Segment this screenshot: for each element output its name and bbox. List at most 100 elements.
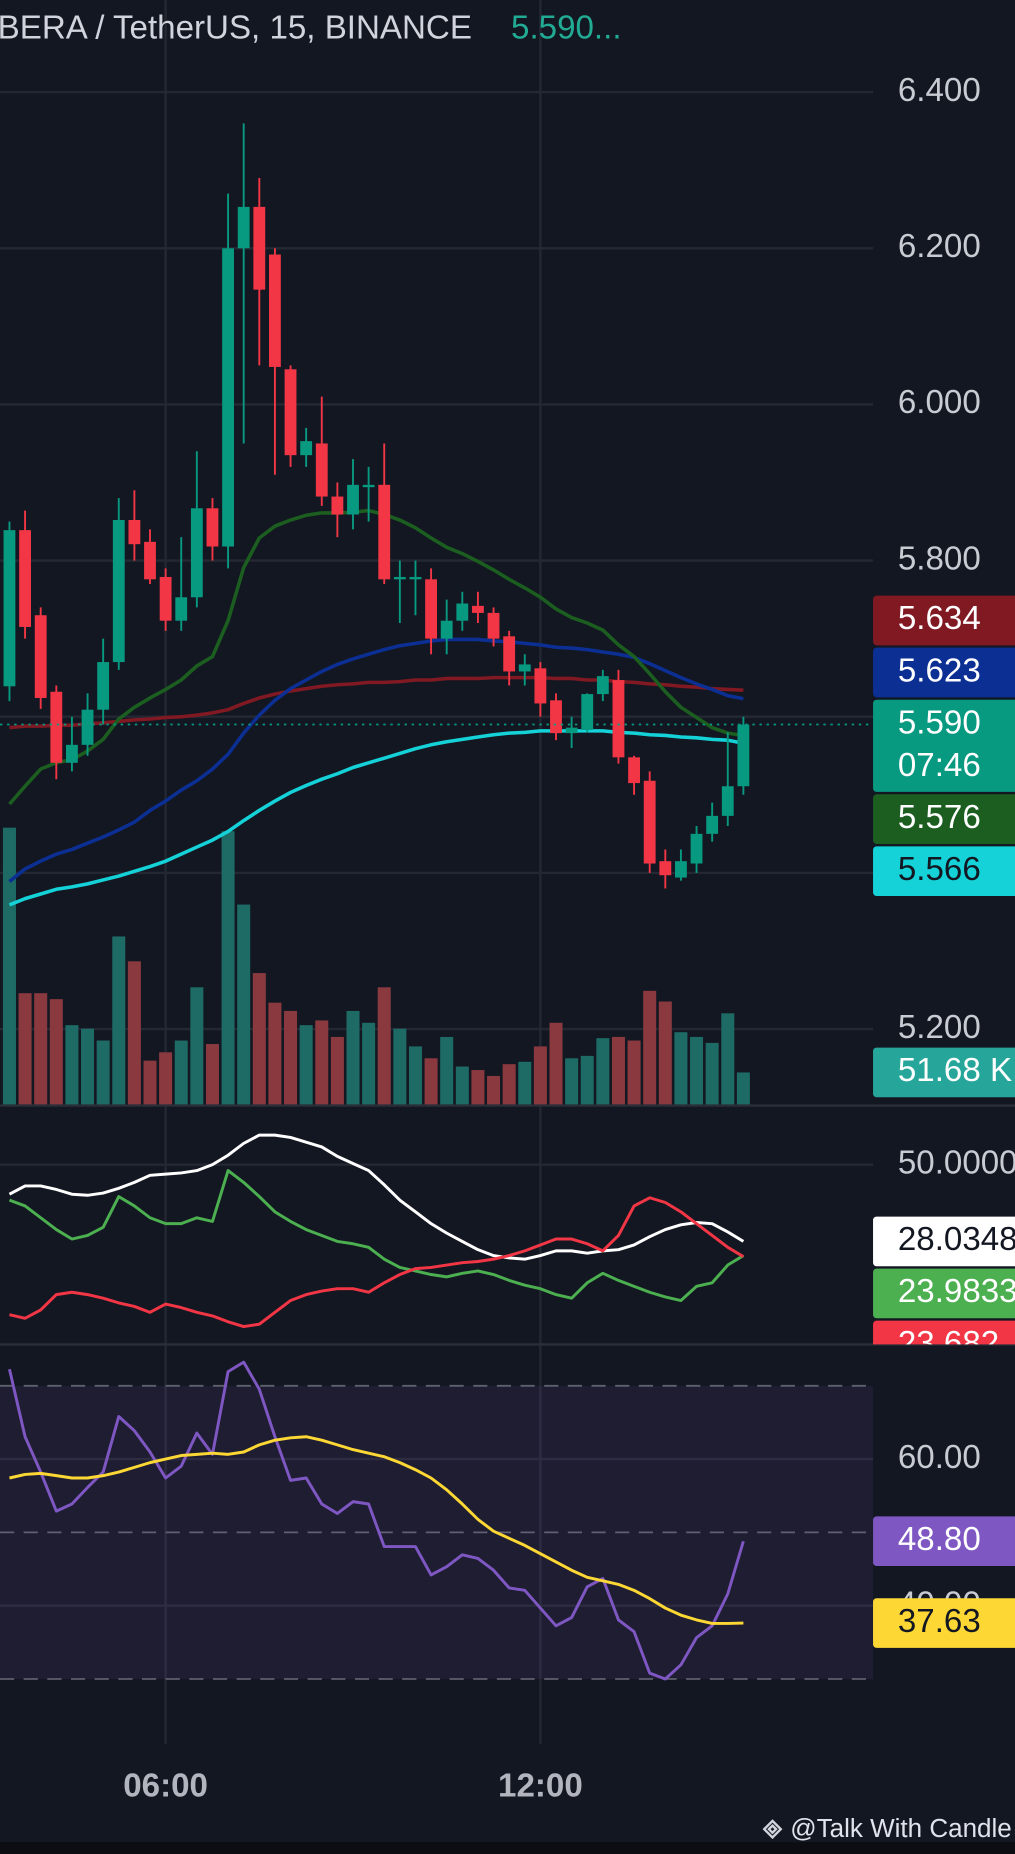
volume-bar bbox=[643, 990, 657, 1106]
candle-body bbox=[378, 484, 391, 580]
volume-bar bbox=[315, 1020, 329, 1106]
price-tag bbox=[873, 595, 1015, 646]
candle-body bbox=[472, 605, 484, 613]
volume-bar bbox=[455, 1066, 469, 1106]
dmi-tags: 28.0348 23.9833 23.682 bbox=[873, 1216, 1015, 1345]
candle-body bbox=[50, 691, 63, 763]
candle-body bbox=[128, 519, 141, 545]
volume-bar bbox=[674, 1032, 688, 1106]
candle-body bbox=[159, 576, 172, 621]
volume-bar bbox=[96, 1040, 110, 1106]
candle-body bbox=[34, 615, 47, 698]
volume-bar bbox=[533, 1046, 547, 1106]
candle-body bbox=[581, 694, 594, 731]
candle-body bbox=[628, 757, 640, 784]
volume-bar bbox=[221, 831, 235, 1106]
volume-bar bbox=[49, 999, 63, 1106]
candle-body bbox=[456, 603, 469, 621]
candle-body bbox=[721, 786, 734, 816]
price-header: 5.590... bbox=[511, 9, 621, 46]
watermark-icon bbox=[762, 1819, 783, 1840]
candle-body bbox=[66, 744, 78, 763]
volume-bar bbox=[658, 1001, 672, 1106]
moving-average bbox=[8, 508, 744, 806]
dmi-pane bbox=[8, 1133, 745, 1329]
volume-bar bbox=[565, 1058, 579, 1106]
volume-bar bbox=[736, 1072, 750, 1106]
price-tag-label: 07:46 bbox=[898, 747, 981, 784]
volume-bar bbox=[518, 1061, 532, 1106]
volume-bar bbox=[112, 936, 126, 1106]
candle-body bbox=[222, 248, 234, 547]
price-tag-label: 28.0348 bbox=[898, 1221, 1015, 1258]
volume-bar bbox=[721, 1013, 735, 1106]
price-tag-label: 5.566 bbox=[898, 851, 981, 888]
y-tick-label: 6.200 bbox=[898, 228, 981, 265]
price-tag bbox=[873, 846, 1015, 896]
rsi-pane bbox=[0, 1360, 874, 1681]
candle-body bbox=[315, 443, 328, 497]
volume-bar bbox=[18, 993, 32, 1106]
candle-body bbox=[612, 680, 625, 758]
price-tag-label: 5.590 bbox=[898, 704, 981, 741]
price-tag-label: 37.63 bbox=[898, 1603, 981, 1640]
candle-body bbox=[409, 576, 422, 580]
volume-bar bbox=[487, 1075, 501, 1106]
price-tag bbox=[873, 699, 1015, 792]
volume-bar bbox=[440, 1036, 454, 1106]
indicator-line bbox=[8, 1169, 745, 1302]
time-axis: 06:00 12:00 bbox=[123, 1768, 582, 1805]
candle-body bbox=[19, 530, 31, 627]
price-tag-label: 5.623 bbox=[898, 652, 981, 689]
candle-body bbox=[237, 206, 250, 249]
volume-bar bbox=[174, 1040, 188, 1106]
price-tag bbox=[873, 1216, 1015, 1267]
volume-bar bbox=[252, 973, 266, 1106]
price-tag bbox=[873, 794, 1015, 844]
candle-body bbox=[253, 206, 266, 290]
volume-bar bbox=[65, 1025, 79, 1106]
bottom-strip bbox=[0, 1842, 1015, 1854]
rsi-band bbox=[0, 1385, 874, 1680]
candle-body bbox=[269, 254, 281, 367]
x-tick-label: 12:00 bbox=[498, 1768, 583, 1805]
volume-bar bbox=[190, 987, 204, 1106]
volume-bar bbox=[127, 961, 141, 1106]
candle-body bbox=[706, 815, 719, 834]
volume-bar bbox=[627, 1040, 641, 1106]
candle-body bbox=[550, 700, 562, 734]
volume-bar bbox=[143, 1060, 157, 1106]
candle-body bbox=[362, 484, 375, 488]
volume-bar bbox=[549, 1022, 563, 1106]
candle-body bbox=[534, 668, 547, 704]
volume-bar bbox=[159, 1052, 173, 1106]
watermark: @Talk With Candle bbox=[790, 1813, 1012, 1843]
candle-body bbox=[518, 664, 531, 672]
y-tick-label: 6.400 bbox=[898, 72, 981, 109]
chart-title: BERA / TetherUS, 15, BINANCE bbox=[0, 9, 472, 46]
price-tag-label: 48.80 bbox=[898, 1521, 981, 1558]
price-pane bbox=[0, 123, 874, 1106]
price-tag-label: 5.576 bbox=[898, 799, 981, 836]
rsi-tags: 48.80 37.63 bbox=[873, 1516, 1015, 1648]
y-tick-label: 50.0000 bbox=[898, 1144, 1015, 1181]
volume-bar bbox=[690, 1036, 704, 1106]
candle-body bbox=[300, 441, 313, 456]
x-tick-label: 06:00 bbox=[123, 1768, 208, 1805]
candle-body bbox=[393, 576, 406, 580]
candle-body bbox=[690, 833, 703, 864]
candle-body bbox=[565, 727, 578, 734]
price-tag-label: 5.634 bbox=[898, 600, 981, 637]
candle-body bbox=[440, 620, 453, 639]
price-tag bbox=[873, 1598, 1015, 1648]
candle-body bbox=[144, 541, 156, 580]
volume-bar bbox=[346, 1010, 360, 1106]
candle-body bbox=[347, 484, 359, 515]
grid bbox=[0, 0, 874, 1745]
volume-bar bbox=[705, 1042, 719, 1106]
candle-body bbox=[97, 662, 110, 710]
candle-body bbox=[175, 597, 188, 621]
price-tag bbox=[873, 1516, 1015, 1567]
volume-bar bbox=[596, 1038, 610, 1106]
